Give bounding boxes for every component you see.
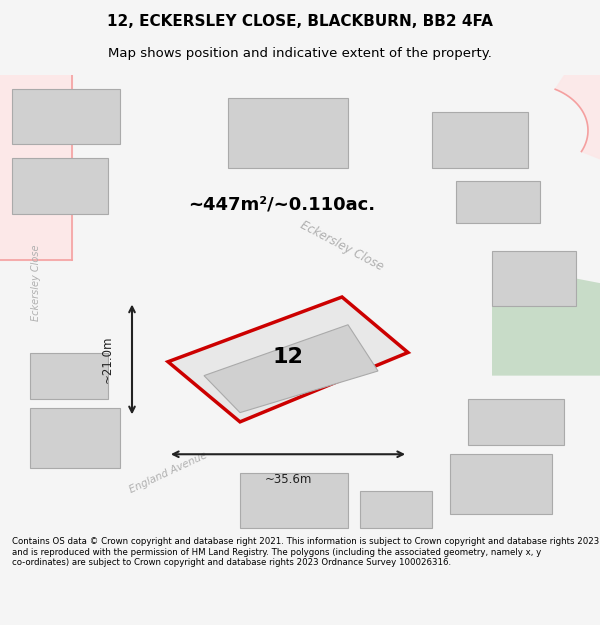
Polygon shape [468,399,564,445]
Text: Eckersley Close: Eckersley Close [31,245,41,321]
Text: Map shows position and indicative extent of the property.: Map shows position and indicative extent… [108,48,492,61]
Polygon shape [0,75,72,260]
Text: 12: 12 [272,347,304,367]
Polygon shape [204,325,378,412]
Text: England Avenue: England Avenue [127,450,209,495]
Text: ~21.0m: ~21.0m [101,336,114,383]
Polygon shape [360,491,432,528]
Text: ~447m²/~0.110ac.: ~447m²/~0.110ac. [188,196,376,214]
Polygon shape [492,251,576,306]
Polygon shape [30,352,108,399]
Text: 12, ECKERSLEY CLOSE, BLACKBURN, BB2 4FA: 12, ECKERSLEY CLOSE, BLACKBURN, BB2 4FA [107,14,493,29]
Polygon shape [168,297,408,422]
Text: ~35.6m: ~35.6m [265,472,311,486]
Polygon shape [228,98,348,168]
Polygon shape [456,181,540,223]
Polygon shape [30,408,120,468]
Polygon shape [240,472,348,528]
Polygon shape [0,0,332,60]
Polygon shape [450,454,552,514]
Text: Eckersley Close: Eckersley Close [298,219,386,274]
Polygon shape [12,158,108,214]
Text: Contains OS data © Crown copyright and database right 2021. This information is : Contains OS data © Crown copyright and d… [12,538,599,568]
Polygon shape [432,112,528,168]
Polygon shape [555,40,600,177]
Polygon shape [12,89,120,144]
Polygon shape [492,269,600,376]
